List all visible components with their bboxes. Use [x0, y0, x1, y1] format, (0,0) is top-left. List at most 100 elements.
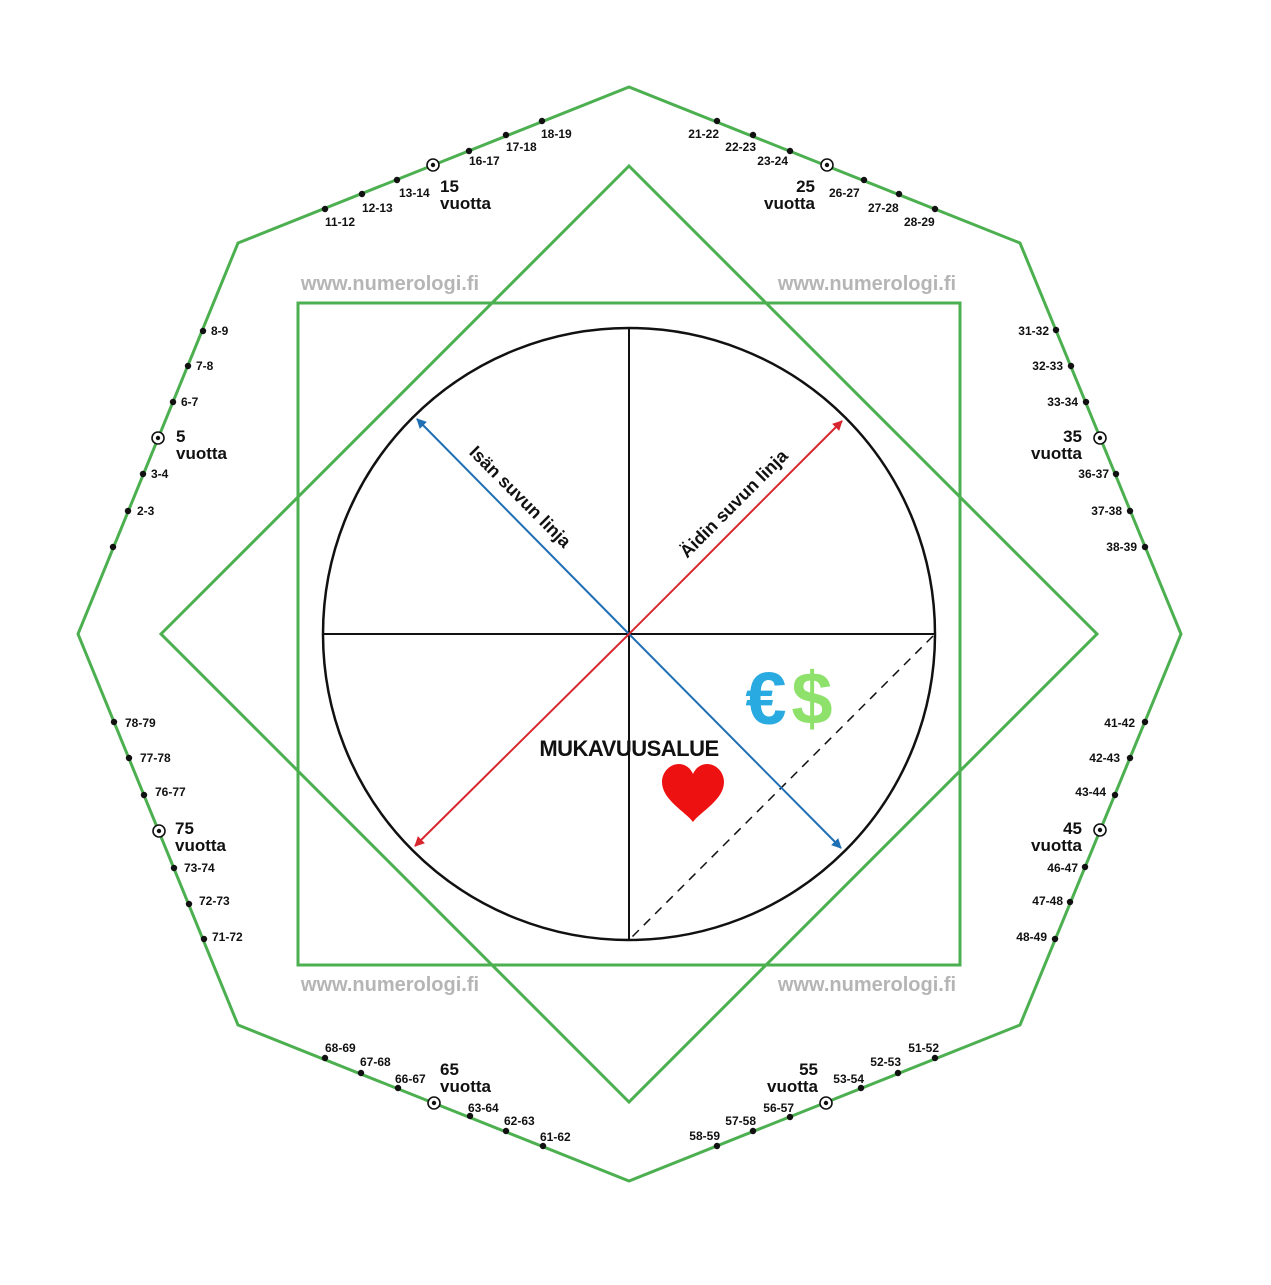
age-tick-label: 23-24: [757, 154, 788, 168]
age-tick-dot: [1052, 326, 1060, 334]
age-tick-dot: [170, 864, 178, 872]
age-tick-dot: [321, 1054, 329, 1062]
age-tick-label: 27-28: [868, 201, 899, 215]
age-tick-label: 31-32: [1018, 324, 1049, 338]
age-tick-dot: [125, 754, 133, 762]
dollar-icon: $: [791, 657, 832, 740]
mother-line-label: Äidin suvun linja: [676, 445, 793, 562]
age-tick-dot: [139, 470, 147, 478]
age-tick: 56-57: [763, 1101, 794, 1121]
age-tick-label: 52-53: [870, 1055, 901, 1069]
age-tick: 42-43: [1089, 751, 1134, 765]
age-tick-label: 72-73: [199, 894, 230, 908]
age-tick-dot: [786, 147, 794, 155]
age-tick-dot: [124, 507, 132, 515]
age-tick: 13-14: [393, 176, 430, 200]
age-tick-dot: [931, 1054, 939, 1062]
age-tick: 72-73: [185, 894, 230, 908]
age-tick-dot: [185, 900, 193, 908]
age-tick-label: 77-78: [140, 751, 171, 765]
age-tick-dot: [321, 205, 329, 213]
outer-octagon: [76, 85, 1183, 1183]
milestone-marker-dot: [1097, 827, 1103, 833]
milestone-marker-dot: [823, 1100, 829, 1106]
age-tick-label: 6-7: [181, 395, 199, 409]
mother-line-arrow: [628, 420, 843, 635]
age-tick-label: 71-72: [212, 930, 243, 944]
age-tick-dot: [1082, 398, 1090, 406]
age-tick-dot: [538, 117, 546, 125]
age-tick: 3-4: [139, 467, 169, 481]
age-tick-dot: [1126, 754, 1134, 762]
milestone-number: 15: [440, 177, 459, 196]
age-tick: 38-39: [1106, 540, 1149, 554]
age-tick-dot: [539, 1142, 547, 1150]
age-tick-dot: [200, 935, 208, 943]
age-tick: 16-17: [465, 147, 500, 168]
age-tick-label: 53-54: [833, 1072, 864, 1086]
age-tick: 51-52: [908, 1041, 939, 1062]
age-tick-label: 78-79: [125, 716, 156, 730]
heart-icon: [662, 764, 724, 822]
age-tick-label: 16-17: [469, 154, 500, 168]
watermark-bottom-right: www.numerologi.fi: [777, 974, 956, 996]
age-tick: 41-42: [1104, 716, 1149, 730]
age-tick-label: 58-59: [689, 1129, 720, 1143]
age-tick: 6-7: [169, 395, 199, 409]
age-tick-dot: [110, 718, 118, 726]
father-line-arrow-lower: [628, 633, 842, 849]
age-tick-dot: [895, 190, 903, 198]
age-tick: 12-13: [358, 190, 393, 215]
age-tick: 46-47: [1047, 861, 1089, 875]
age-tick-dot: [393, 176, 401, 184]
age-tick: 62-63: [502, 1114, 535, 1135]
age-tick-label: 2-3: [137, 504, 155, 518]
age-tick: 78-79: [110, 716, 156, 730]
age-tick-label: 57-58: [725, 1114, 756, 1128]
milestone-number: 65: [440, 1060, 459, 1079]
age-tick-label: 66-67: [395, 1072, 426, 1086]
age-tick-label: 56-57: [763, 1101, 794, 1115]
milestone-word: vuotta: [1031, 444, 1083, 463]
age-tick: 58-59: [689, 1129, 721, 1150]
age-tick: 48-49: [1016, 930, 1059, 944]
age-tick: 11-12: [321, 205, 355, 229]
age-tick-label: 41-42: [1104, 716, 1135, 730]
age-tick-dot: [1141, 543, 1149, 551]
age-tick-label: 17-18: [506, 140, 537, 154]
age-tick: 57-58: [725, 1114, 756, 1135]
age-tick-label: 33-34: [1047, 395, 1078, 409]
age-tick: 47-48: [1032, 894, 1074, 908]
age-tick-dot: [1081, 863, 1089, 871]
milestone-number: 25: [796, 177, 815, 196]
age-tick-dot: [199, 327, 207, 335]
age-tick-label: 11-12: [325, 215, 355, 229]
age-tick: 71-72: [200, 930, 243, 944]
age-tick-label: 36-37: [1078, 467, 1109, 481]
milestone-word: vuotta: [175, 836, 227, 855]
milestone-number: 55: [799, 1060, 818, 1079]
age-tick-label: 67-68: [360, 1055, 391, 1069]
milestone-number: 45: [1063, 819, 1082, 838]
age-tick: 53-54: [833, 1072, 864, 1092]
age-tick-label: 13-14: [399, 186, 430, 200]
age-tick: 32-33: [1032, 359, 1075, 373]
age-tick-label: 37-38: [1091, 504, 1122, 518]
dashed-diagonal: [630, 635, 934, 939]
milestone-marker-dot: [430, 162, 436, 168]
milestone-number: 35: [1063, 427, 1082, 446]
age-tick-group: 2-3 3-4 6-7 7-8 8-9 11-12 12-13 13-14 16-17 17-18…: [109, 117, 1149, 1150]
age-tick-dot: [169, 398, 177, 406]
age-tick: 21-22: [688, 117, 721, 141]
age-tick-label: 38-39: [1106, 540, 1137, 554]
age-tick: 76-77: [140, 785, 186, 799]
age-tick-dot: [1066, 898, 1074, 906]
age-tick: 67-68: [357, 1055, 391, 1077]
age-tick-dot: [713, 1142, 721, 1150]
age-tick: 23-24: [757, 147, 794, 168]
age-tick: 8-9: [199, 324, 229, 338]
